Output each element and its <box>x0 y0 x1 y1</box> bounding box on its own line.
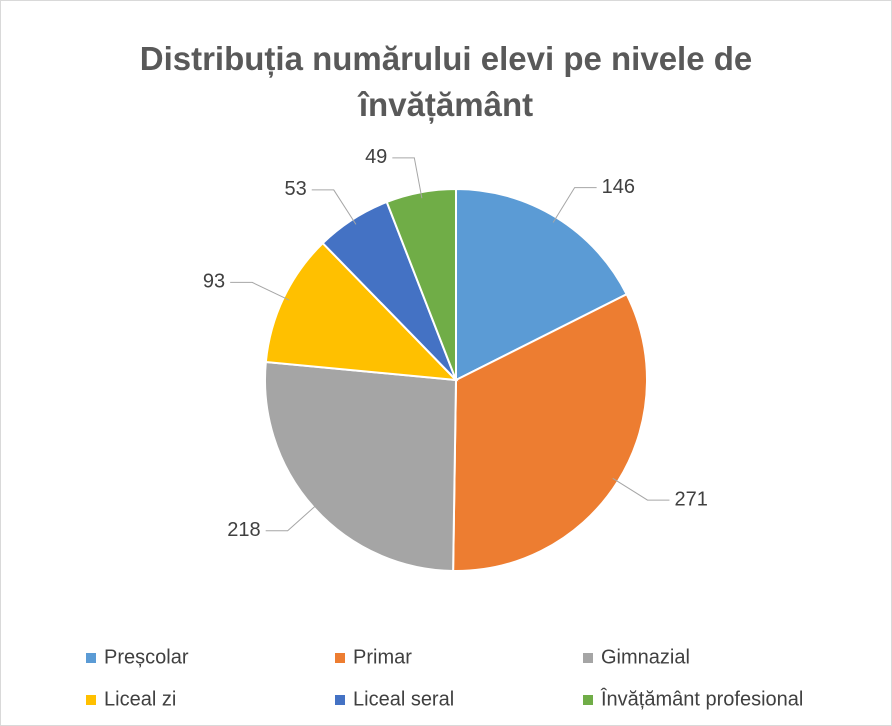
leader-line <box>612 477 670 501</box>
data-label: 93 <box>203 271 225 293</box>
data-label: 146 <box>602 176 635 198</box>
legend-label: Preșcolar <box>104 646 189 668</box>
legend-label: Liceal zi <box>104 688 176 710</box>
leader-line <box>311 189 357 225</box>
legend-swatch <box>86 695 96 705</box>
legend-swatch <box>335 695 345 705</box>
legend-swatch <box>583 695 593 705</box>
leader-line <box>230 281 290 301</box>
data-label: 49 <box>365 146 387 168</box>
legend-label: Gimnazial <box>601 646 690 668</box>
leader-line <box>392 157 423 199</box>
data-label: 53 <box>284 178 306 200</box>
leader-line <box>265 503 319 532</box>
legend-swatch <box>86 653 96 663</box>
chart-title: Distribuția numărului elevi pe nivele de… <box>139 40 753 123</box>
legend-swatch <box>583 653 593 663</box>
legend-label: Liceal seral <box>353 688 454 710</box>
leader-line <box>552 187 597 223</box>
legend-swatch <box>335 653 345 663</box>
data-label: 271 <box>674 488 707 510</box>
legend-label: Primar <box>353 646 412 668</box>
data-label: 218 <box>227 519 260 541</box>
legend-label: Învățământ profesional <box>600 687 803 710</box>
